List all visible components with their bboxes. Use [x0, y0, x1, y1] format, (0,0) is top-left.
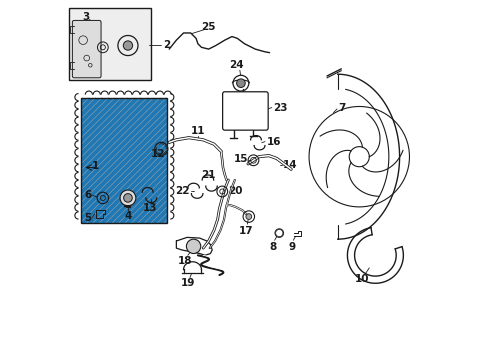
Text: 21: 21 [201, 170, 215, 180]
Text: 24: 24 [229, 59, 244, 69]
Bar [81, 98, 167, 223]
Text: 20: 20 [228, 186, 243, 196]
Text: 11: 11 [190, 126, 204, 135]
Circle shape [120, 190, 136, 206]
Text: 8: 8 [269, 242, 276, 252]
Text: 17: 17 [239, 226, 253, 235]
Text: 9: 9 [288, 242, 295, 252]
FancyBboxPatch shape [72, 21, 101, 78]
Text: 19: 19 [180, 278, 195, 288]
Circle shape [236, 79, 244, 87]
Text: 16: 16 [266, 137, 281, 147]
Text: 13: 13 [143, 203, 158, 213]
Text: 15: 15 [233, 154, 247, 164]
Text: 22: 22 [175, 186, 190, 196]
Circle shape [245, 214, 251, 220]
Text: 6: 6 [84, 190, 91, 201]
Text: 12: 12 [150, 149, 164, 159]
Bar [69, 8, 151, 80]
Text: 5: 5 [83, 213, 91, 222]
Text: 3: 3 [82, 12, 89, 22]
Text: 14: 14 [283, 159, 297, 170]
Text: 23: 23 [273, 103, 287, 113]
Circle shape [186, 239, 201, 253]
Circle shape [123, 41, 132, 50]
Text: 7: 7 [338, 103, 345, 113]
Text: 2: 2 [163, 40, 170, 50]
Circle shape [123, 194, 132, 202]
Text: 10: 10 [354, 274, 368, 284]
Text: 1: 1 [91, 161, 99, 171]
Bar [81, 98, 167, 223]
FancyBboxPatch shape [222, 92, 267, 130]
Text: 25: 25 [200, 22, 215, 32]
Text: 4: 4 [124, 211, 131, 221]
Text: 18: 18 [178, 256, 192, 266]
